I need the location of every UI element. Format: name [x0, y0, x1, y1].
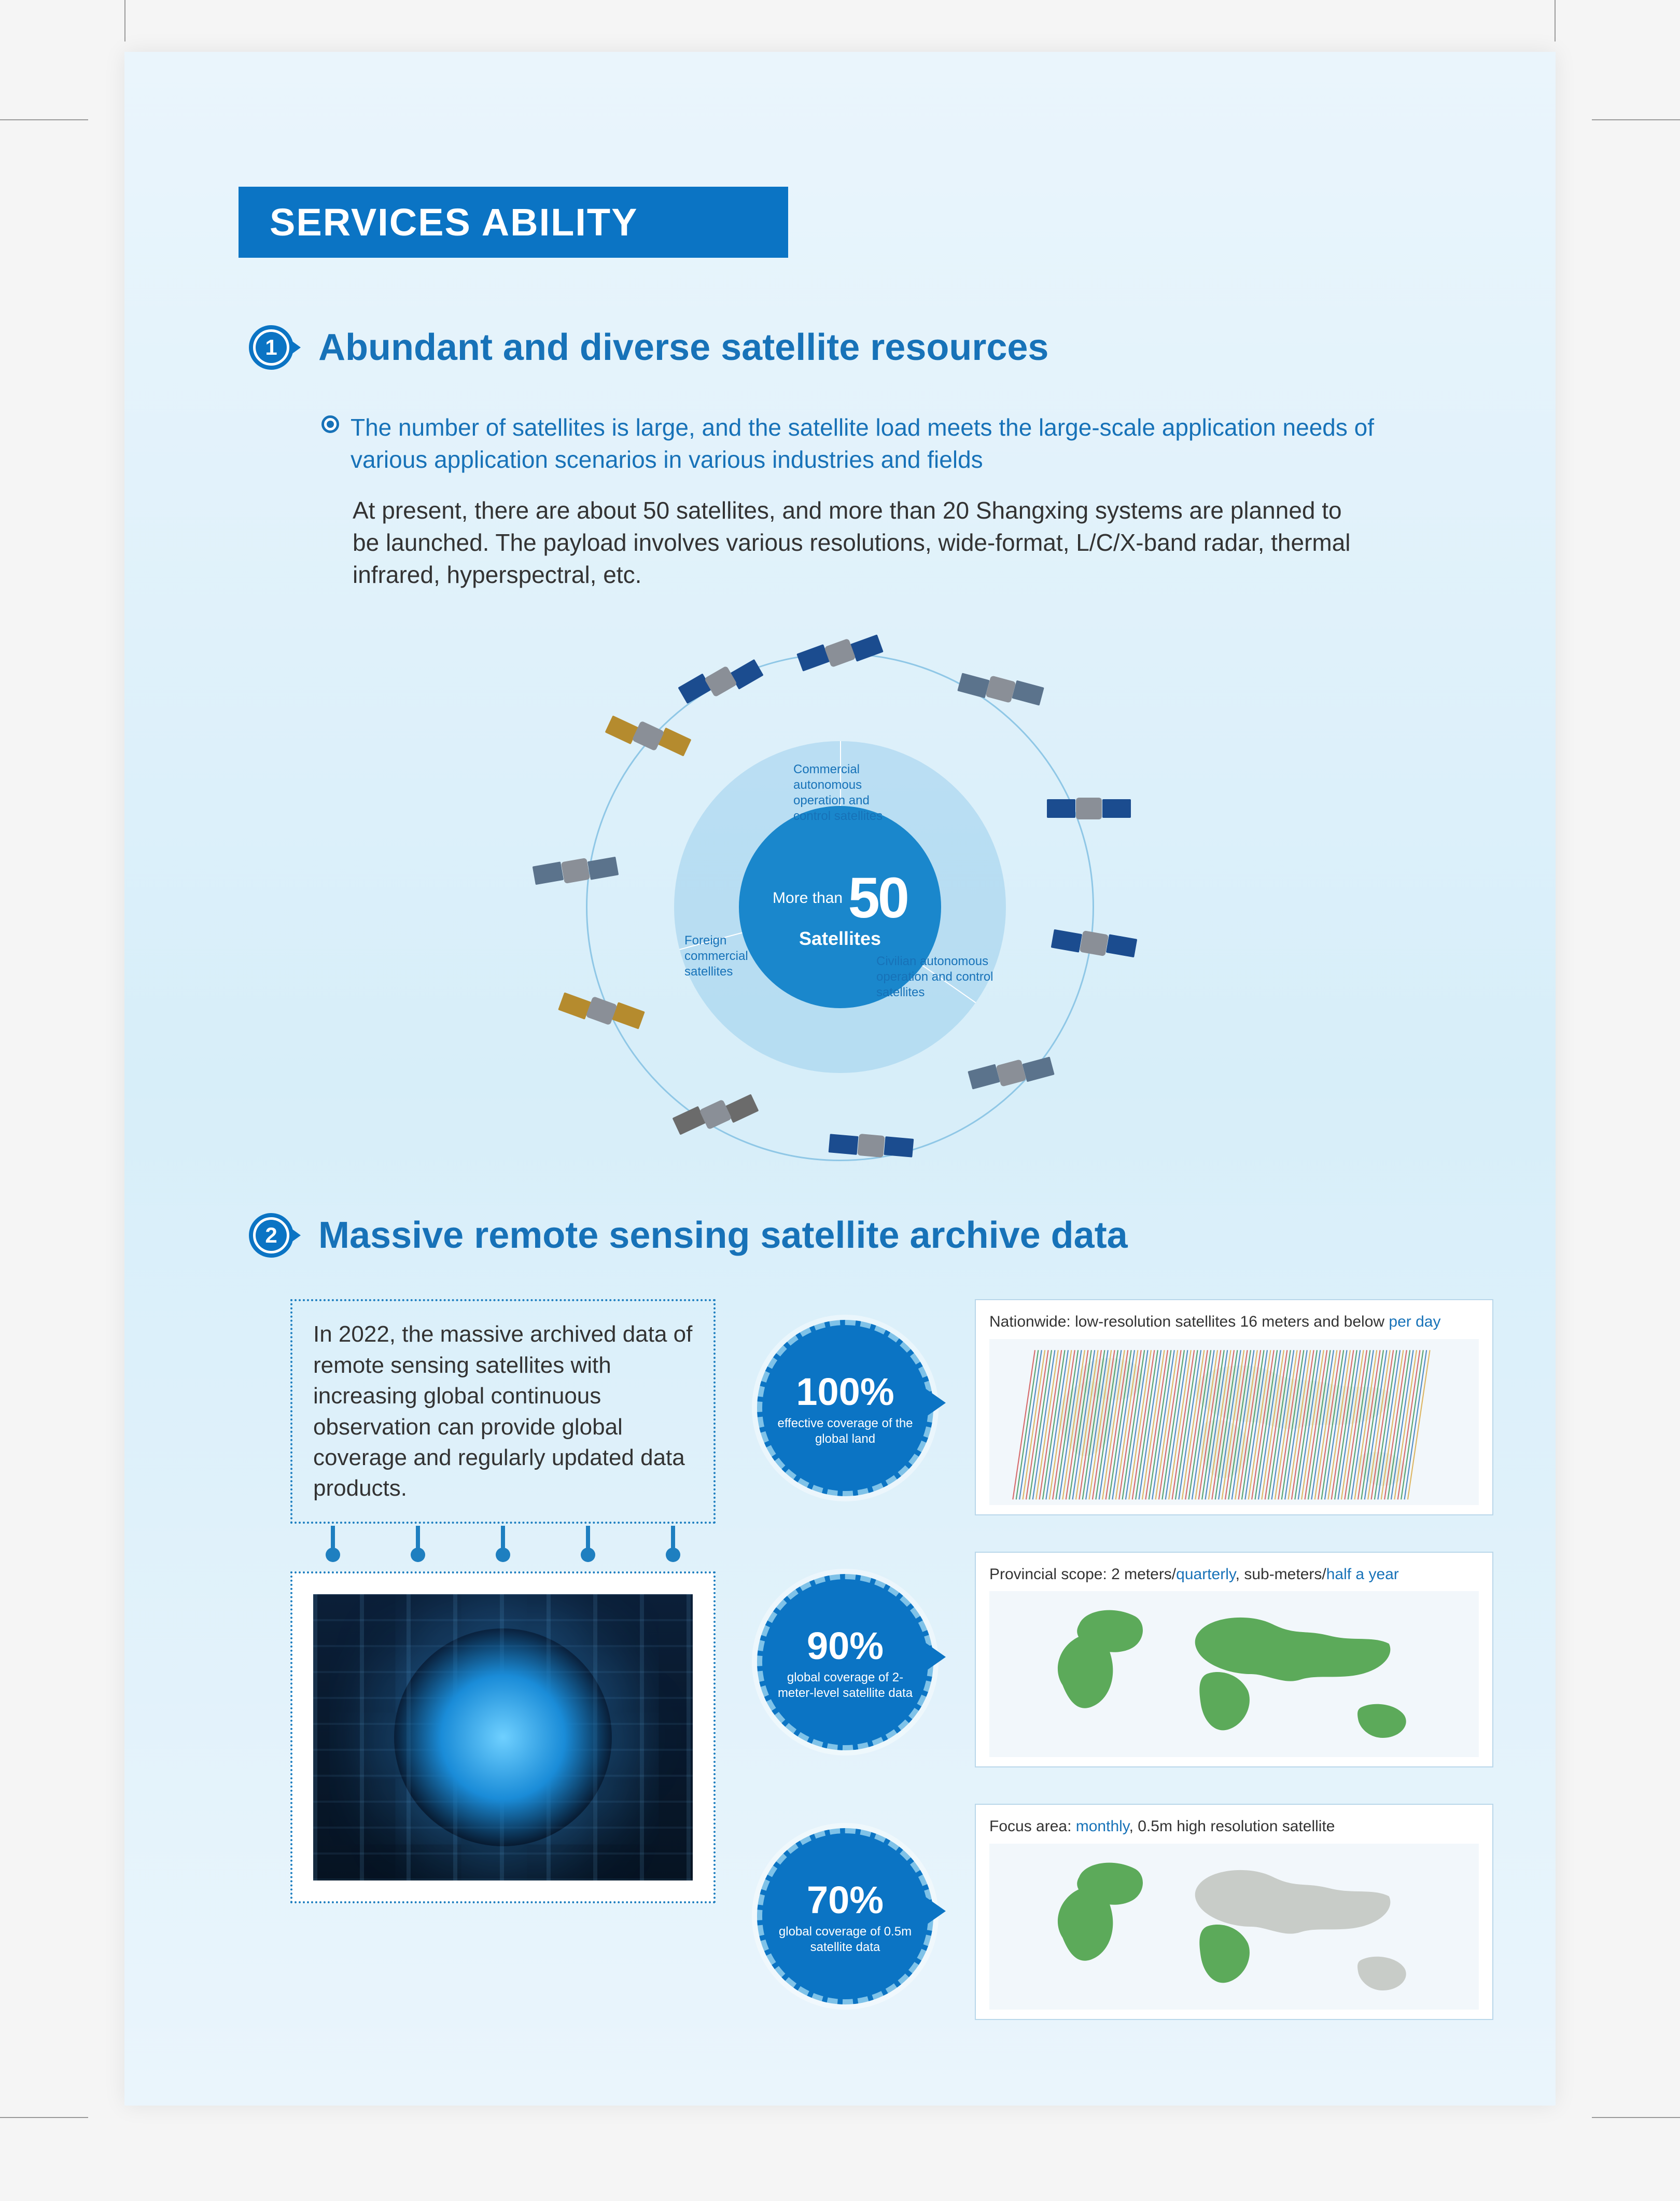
- section-2-header: 2 Massive remote sensing satellite archi…: [249, 1213, 1431, 1258]
- world-map-icon: [989, 1844, 1479, 2010]
- map-card: Focus area: monthly, 0.5m high resolutio…: [975, 1804, 1493, 2020]
- map-card: Nationwide: low-resolution satellites 16…: [975, 1299, 1493, 1515]
- section-1-header: 1 Abundant and diverse satellite resourc…: [249, 325, 1431, 370]
- section-1-paragraph: At present, there are about 50 satellite…: [353, 494, 1369, 591]
- stat-sub: effective coverage of the global land: [762, 1416, 928, 1447]
- map-caption: Provincial scope: 2 meters/quarterly, su…: [989, 1564, 1479, 1585]
- satellite-icon: [832, 1122, 910, 1169]
- map-card: Provincial scope: 2 meters/quarterly, su…: [975, 1552, 1493, 1768]
- section-number-badge: 1: [249, 325, 293, 370]
- satellite-icon: [1050, 785, 1128, 832]
- bullet-icon: [321, 415, 339, 433]
- section-2-description: In 2022, the massive archived data of re…: [290, 1299, 716, 1523]
- stat-bubble-100: 100% effective coverage of the global la…: [757, 1320, 933, 1496]
- satellite-icon: [962, 666, 1040, 713]
- section-1-bullet: The number of satellites is large, and t…: [321, 411, 1431, 476]
- satellite-icon: [972, 1050, 1050, 1096]
- world-map-icon: [989, 1591, 1479, 1757]
- map-caption: Focus area: monthly, 0.5m high resolutio…: [989, 1816, 1479, 1837]
- orbit-slice-label: Civilian autonomous operation and contro…: [876, 954, 996, 1000]
- section-1-title: Abundant and diverse satellite resources: [318, 326, 1048, 369]
- satellite-icon: [563, 987, 640, 1034]
- connector-icon: [501, 1526, 505, 1550]
- map-caption: Nationwide: low-resolution satellites 16…: [989, 1312, 1479, 1333]
- maps-column: Nationwide: low-resolution satellites 16…: [975, 1299, 1493, 2020]
- satellite-icon: [609, 713, 687, 759]
- satellite-icon: [682, 658, 760, 705]
- section-number: 2: [256, 1220, 287, 1251]
- bullet-text: The number of satellites is large, and t…: [351, 411, 1398, 476]
- globe-hologram-icon: [394, 1628, 612, 1846]
- connector-icon: [586, 1526, 590, 1550]
- map-area: [989, 1591, 1479, 1757]
- stat-percent: 100%: [796, 1370, 894, 1414]
- section-2-grid: In 2022, the massive archived data of re…: [290, 1299, 1431, 2020]
- connector-row: [290, 1526, 716, 1550]
- section-number-badge: 2: [249, 1213, 293, 1258]
- stat-sub: global coverage of 0.5m satellite data: [762, 1924, 928, 1955]
- stat-bubble-70: 70% global coverage of 0.5m satellite da…: [757, 1828, 933, 2004]
- map-area: [989, 1339, 1479, 1505]
- connector-icon: [331, 1526, 335, 1550]
- satellite-icon: [537, 847, 614, 894]
- connector-icon: [416, 1526, 420, 1550]
- datacenter-image: [290, 1571, 716, 1903]
- connector-icon: [671, 1526, 675, 1550]
- satellite-icon: [677, 1091, 754, 1138]
- stat-percent: 90%: [807, 1624, 884, 1668]
- stat-percent: 70%: [807, 1878, 884, 1922]
- page: SERVICES ABILITY 1 Abundant and diverse …: [124, 52, 1556, 2106]
- orbit-slice-label: Commercial autonomous operation and cont…: [793, 762, 907, 824]
- stat-bubble-90: 90% global coverage of 2-meter-level sat…: [757, 1574, 933, 1750]
- map-area: [989, 1844, 1479, 2010]
- satellite-icon: [1055, 920, 1133, 967]
- world-map-stripes-icon: [989, 1339, 1479, 1505]
- section-number: 1: [256, 332, 287, 363]
- page-header: SERVICES ABILITY: [239, 187, 788, 258]
- satellite-icon: [801, 630, 879, 676]
- core-number: 50: [848, 865, 907, 931]
- stat-sub: global coverage of 2-meter-level satelli…: [762, 1670, 928, 1701]
- section-2-title: Massive remote sensing satellite archive…: [318, 1214, 1128, 1257]
- orbit-diagram: More than 50 Satellites Commercial auton…: [477, 622, 1203, 1192]
- core-label: Satellites: [773, 928, 907, 950]
- section-2-left-col: In 2022, the massive archived data of re…: [290, 1299, 716, 2020]
- stats-column: 100% effective coverage of the global la…: [736, 1299, 954, 2020]
- orbit-slice-label: Foreign commercial satellites: [684, 933, 778, 980]
- core-prefix: More than: [773, 889, 843, 907]
